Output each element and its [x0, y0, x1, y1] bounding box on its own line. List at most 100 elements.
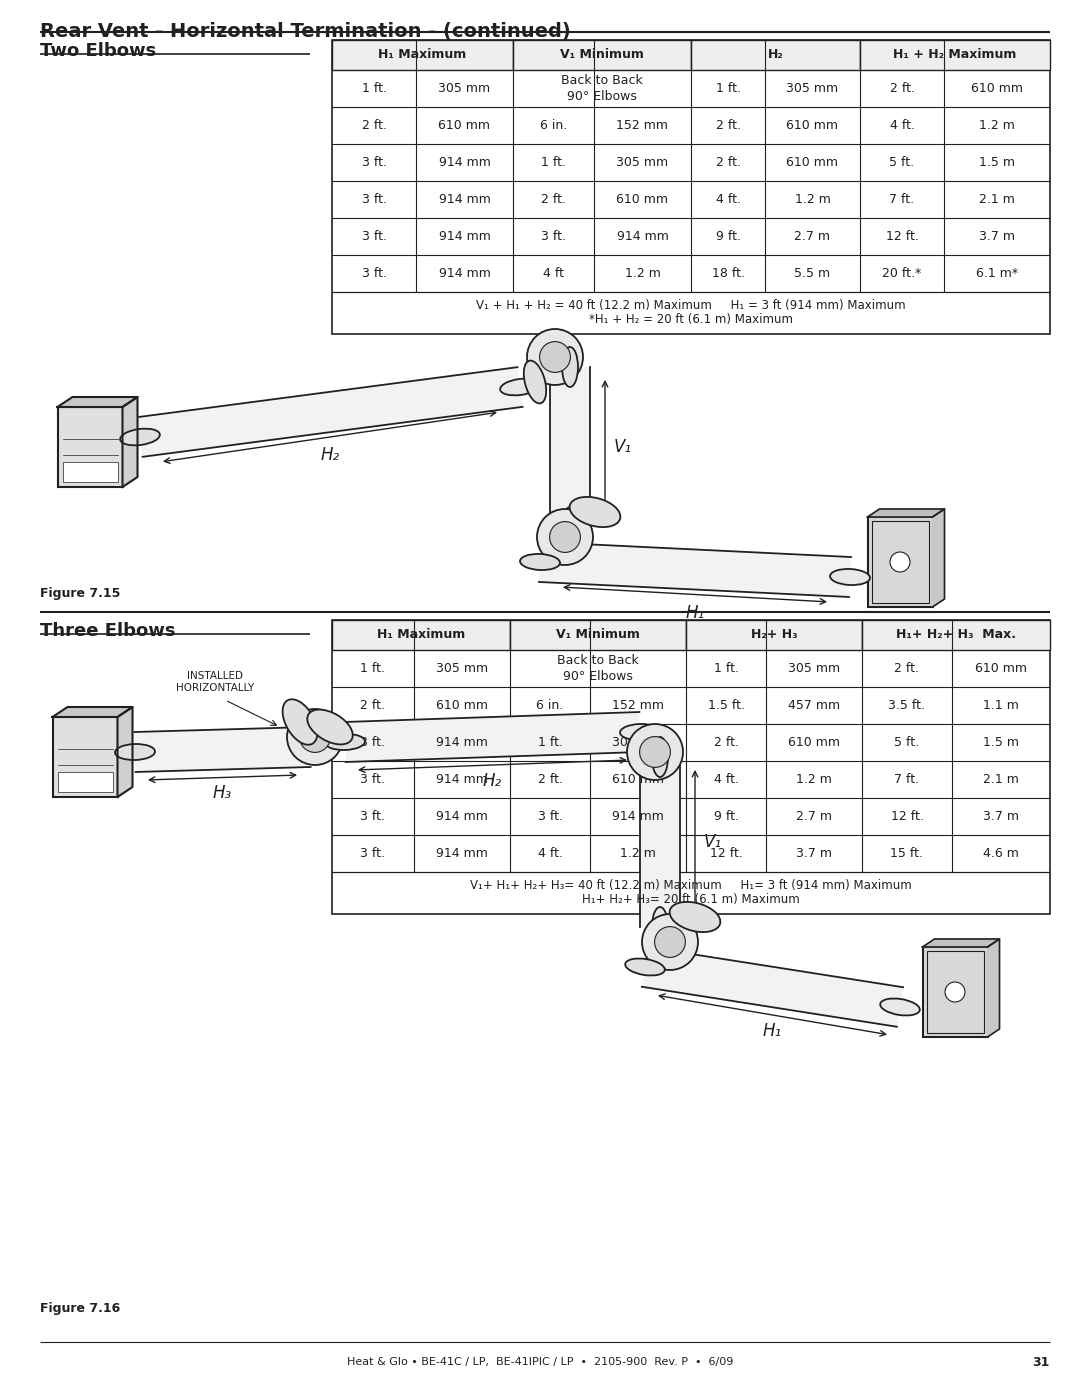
Bar — [922, 947, 987, 1037]
Text: 1.5 m: 1.5 m — [978, 156, 1015, 169]
Bar — [513, 41, 691, 70]
Circle shape — [299, 722, 330, 753]
Text: 610 mm: 610 mm — [788, 736, 840, 749]
Text: H₁ Maximum: H₁ Maximum — [377, 629, 465, 641]
Text: 5 ft.: 5 ft. — [890, 156, 915, 169]
Text: 1.2 m: 1.2 m — [795, 193, 831, 205]
Bar — [332, 41, 1050, 334]
Ellipse shape — [652, 738, 669, 777]
Ellipse shape — [652, 907, 669, 947]
Circle shape — [654, 926, 686, 957]
Text: 4 ft.: 4 ft. — [714, 773, 739, 787]
Text: 9 ft.: 9 ft. — [715, 231, 741, 243]
Text: 3 ft.: 3 ft. — [362, 156, 387, 169]
Text: 610 mm: 610 mm — [786, 119, 838, 131]
Text: 914 mm: 914 mm — [438, 193, 490, 205]
Text: 914 mm: 914 mm — [436, 847, 488, 861]
Text: 1 ft.: 1 ft. — [362, 82, 387, 95]
Bar — [872, 521, 929, 604]
Ellipse shape — [562, 346, 578, 387]
Ellipse shape — [283, 700, 318, 745]
Polygon shape — [640, 757, 680, 928]
Ellipse shape — [519, 555, 561, 570]
Text: 2 ft.: 2 ft. — [538, 773, 563, 787]
Text: H₃: H₃ — [213, 785, 232, 802]
Text: 4 ft: 4 ft — [543, 267, 564, 279]
Ellipse shape — [500, 379, 540, 395]
Text: 610 mm: 610 mm — [436, 698, 488, 712]
Text: V₁+ H₁+ H₂+ H₃= 40 ft (12.2 m) Maximum     H₁= 3 ft (914 mm) Maximum: V₁+ H₁+ H₂+ H₃= 40 ft (12.2 m) Maximum H… — [470, 879, 912, 891]
Text: 1 ft.: 1 ft. — [715, 82, 741, 95]
Text: 3 ft.: 3 ft. — [362, 193, 387, 205]
Bar — [57, 773, 112, 792]
Text: Back to Back
90° Elbows: Back to Back 90° Elbows — [562, 74, 643, 102]
Text: 305 mm: 305 mm — [436, 662, 488, 675]
Text: 2 ft.: 2 ft. — [894, 662, 919, 675]
Bar — [63, 462, 118, 482]
Text: 18 ft.: 18 ft. — [712, 267, 744, 279]
Text: 610 mm: 610 mm — [786, 156, 838, 169]
Text: 3 ft.: 3 ft. — [541, 231, 566, 243]
Text: V₁ Minimum: V₁ Minimum — [561, 49, 644, 61]
Ellipse shape — [307, 710, 353, 745]
Text: Three Elbows: Three Elbows — [40, 622, 175, 640]
Circle shape — [642, 914, 698, 970]
Polygon shape — [137, 367, 523, 457]
Text: 1 ft.: 1 ft. — [361, 662, 386, 675]
Text: 6.1 m*: 6.1 m* — [976, 267, 1018, 279]
Polygon shape — [345, 712, 640, 761]
Text: 152 mm: 152 mm — [612, 698, 664, 712]
Text: 1.2 m: 1.2 m — [620, 847, 656, 861]
Text: 4 ft.: 4 ft. — [715, 193, 741, 205]
Text: 2.1 m: 2.1 m — [980, 193, 1015, 205]
Text: Back to Back
90° Elbows: Back to Back 90° Elbows — [557, 655, 639, 683]
Text: 12 ft.: 12 ft. — [891, 810, 923, 823]
Text: 7 ft.: 7 ft. — [894, 773, 919, 787]
Text: 4 ft.: 4 ft. — [890, 119, 915, 131]
Text: 914 mm: 914 mm — [438, 156, 490, 169]
Ellipse shape — [325, 733, 365, 750]
Text: 6 in.: 6 in. — [540, 119, 567, 131]
Bar — [686, 620, 862, 650]
Text: 3 ft.: 3 ft. — [538, 810, 563, 823]
Polygon shape — [642, 947, 903, 1027]
Polygon shape — [57, 397, 137, 407]
Polygon shape — [922, 939, 999, 947]
Text: 2 ft.: 2 ft. — [715, 119, 741, 131]
Bar — [860, 41, 1050, 70]
Bar — [867, 517, 932, 608]
Text: H₁ + H₂ Maximum: H₁ + H₂ Maximum — [893, 49, 1016, 61]
Ellipse shape — [670, 902, 720, 932]
Text: 5 ft.: 5 ft. — [894, 736, 919, 749]
Text: 1.5 m: 1.5 m — [983, 736, 1020, 749]
Polygon shape — [118, 707, 133, 798]
Polygon shape — [122, 397, 137, 488]
Circle shape — [540, 342, 570, 373]
Circle shape — [550, 521, 580, 552]
Text: 15 ft.: 15 ft. — [891, 847, 923, 861]
Text: 610 mm: 610 mm — [971, 82, 1023, 95]
Text: V₁: V₁ — [704, 833, 723, 851]
Text: H₂: H₂ — [321, 446, 339, 464]
Text: 914 mm: 914 mm — [438, 231, 490, 243]
Bar — [927, 951, 984, 1032]
Text: H₁+ H₂+ H₃  Max.: H₁+ H₂+ H₃ Max. — [896, 629, 1016, 641]
Text: 914 mm: 914 mm — [438, 267, 490, 279]
Circle shape — [890, 552, 910, 571]
Bar — [53, 717, 118, 798]
Text: H₁: H₁ — [686, 604, 704, 622]
Text: 914 mm: 914 mm — [436, 810, 488, 823]
Text: Heat & Glo • BE-41C / LP,  BE-41IPIC / LP  •  2105-900  Rev. P  •  6/09: Heat & Glo • BE-41C / LP, BE-41IPIC / LP… — [347, 1356, 733, 1368]
Bar — [332, 41, 513, 70]
Text: Figure 7.16: Figure 7.16 — [40, 1302, 120, 1315]
Text: 1.2 m: 1.2 m — [796, 773, 832, 787]
Circle shape — [287, 710, 343, 766]
Text: 152 mm: 152 mm — [617, 119, 669, 131]
Text: 305 mm: 305 mm — [786, 82, 838, 95]
Text: 3.7 m: 3.7 m — [796, 847, 832, 861]
Text: 31: 31 — [1032, 1355, 1050, 1369]
Polygon shape — [867, 509, 945, 517]
Ellipse shape — [291, 739, 330, 754]
Text: V₁ Minimum: V₁ Minimum — [556, 629, 640, 641]
Ellipse shape — [831, 569, 870, 585]
